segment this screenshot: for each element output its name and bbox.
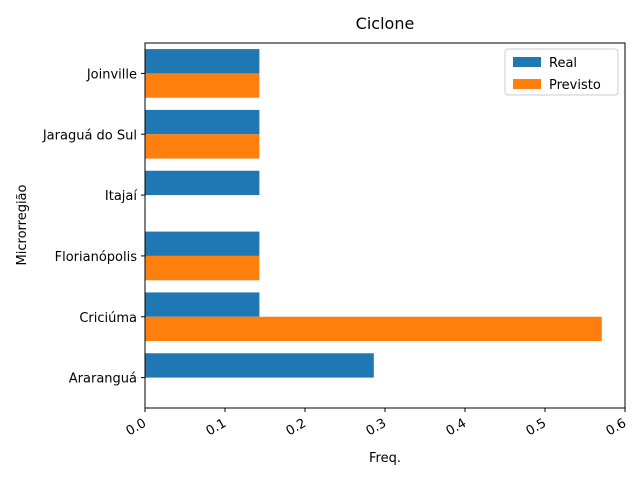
y-tick-label: Jaraguá do Sul — [42, 128, 137, 143]
y-tick-label: Araranguá — [69, 372, 137, 387]
bar-real-0 — [145, 353, 374, 378]
y-tick-label: Criciúma — [79, 311, 137, 326]
chart-title: Ciclone — [356, 14, 415, 33]
bar-previsto-5 — [145, 73, 260, 98]
bar-previsto-2 — [145, 255, 260, 281]
bar-real-1 — [145, 292, 260, 317]
legend-label-real: Real — [549, 56, 577, 71]
y-tick-label: Joinville — [86, 67, 137, 82]
legend-swatch-previsto — [513, 79, 541, 89]
legend-label-previsto: Previsto — [549, 78, 601, 93]
bar-real-2 — [145, 231, 260, 256]
bars-group — [145, 49, 602, 378]
legend: Real Previsto — [504, 48, 619, 96]
bar-previsto-1 — [145, 316, 602, 342]
ticks-group: Araranguá Criciúma Florianópolis Itajaí Jara… — [42, 67, 629, 439]
bar-real-5 — [145, 49, 260, 74]
bar-previsto-4 — [145, 134, 260, 159]
bar-real-4 — [145, 109, 260, 135]
legend-swatch-real — [513, 57, 541, 67]
y-tick-label: Florianópolis — [55, 250, 138, 265]
y-tick-label: Itajaí — [105, 189, 137, 204]
bar-real-3 — [145, 170, 260, 196]
x-axis-label: Freq. — [369, 451, 401, 466]
y-axis-label: Microrregião — [15, 184, 30, 265]
